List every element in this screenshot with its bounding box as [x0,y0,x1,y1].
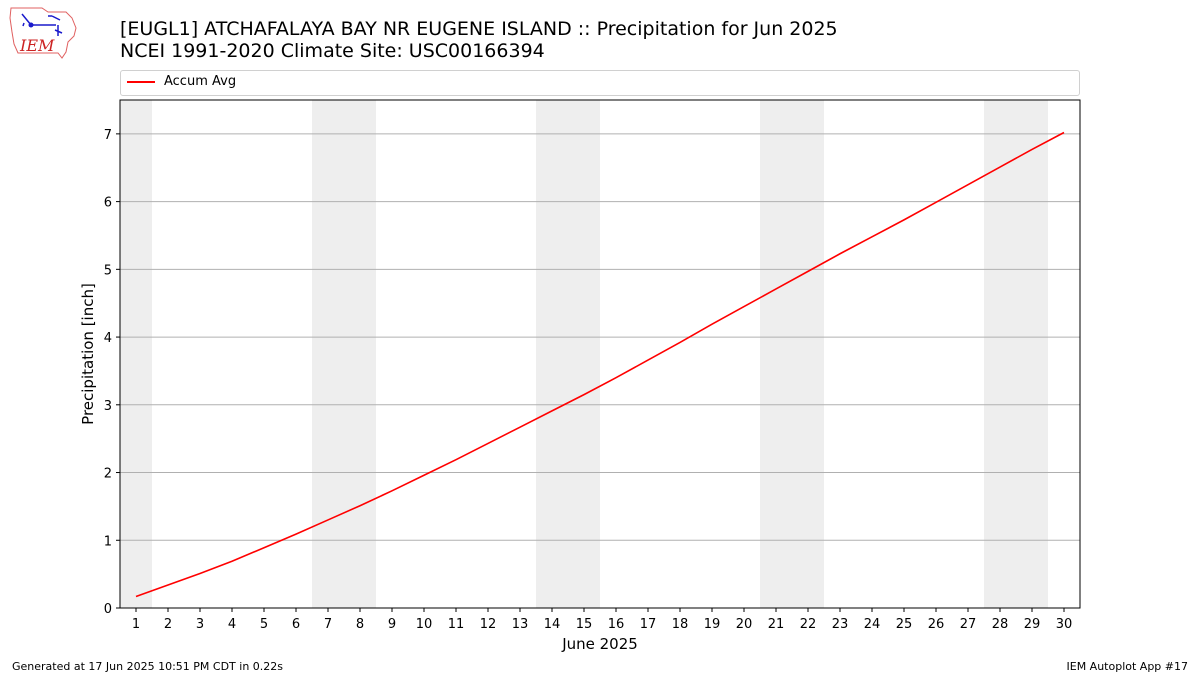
app-credit: IEM Autoplot App #17 [1066,660,1189,673]
weekend-band-28 [984,100,1016,608]
y-tick-label-4: 4 [104,331,112,346]
y-tick-label-0: 0 [104,602,112,617]
chart-subtitle: NCEI 1991-2020 Climate Site: USC00166394 [120,40,545,62]
chart-legend: Accum Avg [120,70,1080,96]
iem-logo-icon: IEM [9,7,77,59]
y-tick-label-2: 2 [104,467,112,482]
x-tick-label-30: 30 [1056,617,1073,632]
x-tick-label-18: 18 [672,617,689,632]
chart-title: [EUGL1] ATCHAFALAYA BAY NR EUGENE ISLAND… [120,18,838,40]
x-tick-label-7: 7 [324,617,332,632]
x-tick-label-24: 24 [864,617,881,632]
weekend-band-29 [1016,100,1048,608]
plot-frame [119,99,1081,609]
x-tick-label-5: 5 [260,617,268,632]
x-tick-label-4: 4 [228,617,236,632]
weekend-band-15 [568,100,600,608]
x-tick-label-9: 9 [388,617,396,632]
x-tick-label-28: 28 [992,617,1009,632]
x-tick-label-13: 13 [512,617,529,632]
x-axis-label: June 2025 [561,635,638,653]
y-tick-label-3: 3 [104,399,112,414]
x-tick-label-14: 14 [544,617,561,632]
x-tick-label-12: 12 [480,617,497,632]
y-tick-label-7: 7 [104,128,112,143]
x-tick-label-22: 22 [800,617,817,632]
x-tick-label-23: 23 [832,617,849,632]
weekend-band-21 [760,100,792,608]
x-tick-label-11: 11 [448,617,465,632]
y-tick-label-5: 5 [104,263,112,278]
x-tick-label-16: 16 [608,617,625,632]
x-tick-label-29: 29 [1024,617,1041,632]
x-tick-label-2: 2 [164,617,172,632]
x-tick-label-1: 1 [132,617,140,632]
y-tick-label-1: 1 [104,534,112,549]
x-tick-label-8: 8 [356,617,364,632]
x-tick-label-15: 15 [576,617,593,632]
x-tick-label-6: 6 [292,617,300,632]
y-tick-label-6: 6 [104,196,112,211]
x-tick-label-21: 21 [768,617,785,632]
x-tick-label-27: 27 [960,617,977,632]
x-tick-label-10: 10 [416,617,433,632]
weekend-band-22 [792,100,824,608]
series-line-accum-avg [135,131,1065,598]
weekend-band-1 [120,100,152,608]
logo-text: IEM [19,36,55,55]
weekend-band-7 [312,100,344,608]
x-tick-label-26: 26 [928,617,945,632]
legend-swatch-accum-avg [127,81,155,83]
x-tick-label-19: 19 [704,617,721,632]
generated-timestamp: Generated at 17 Jun 2025 10:51 PM CDT in… [12,660,284,673]
x-tick-label-20: 20 [736,617,753,632]
weekend-band-14 [536,100,568,608]
x-tick-label-3: 3 [196,617,204,632]
x-tick-label-17: 17 [640,617,657,632]
weekend-band-8 [344,100,376,608]
y-axis-label: Precipitation [inch] [79,283,97,425]
x-tick-label-25: 25 [896,617,913,632]
legend-label-accum-avg: Accum Avg [164,74,237,89]
